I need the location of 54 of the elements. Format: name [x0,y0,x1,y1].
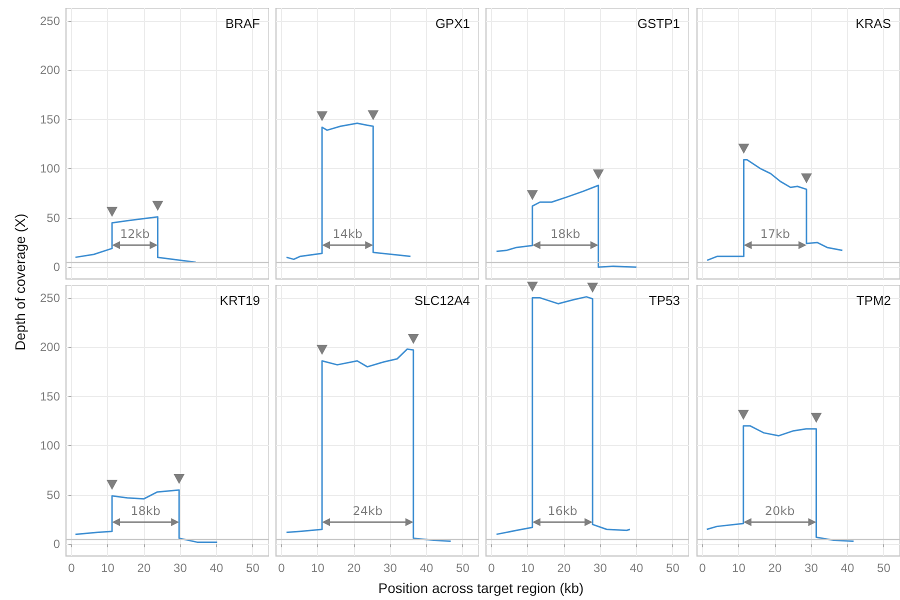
x-tick-label: 30 [384,561,398,575]
x-tick-label: 10 [521,561,535,575]
text: SLC12A4 [414,293,470,308]
x-tick-label: 20 [137,561,151,575]
annotation: 17kb [760,227,790,242]
y-tick-label: 200 [40,340,60,354]
x-tick-label: 0 [488,561,496,575]
x-tick-label: 30 [174,561,188,575]
x-axis-title: Position across target region (kb) [378,580,584,596]
y-tick-label: 250 [40,290,60,305]
x-tick-label: 30 [594,561,608,575]
x-tick-label: 30 [804,561,818,575]
x-tick-label: 40 [630,561,644,575]
y-tick-label: 100 [40,162,60,176]
x-tick-label: 50 [456,561,470,575]
y-tick-label: 100 [40,438,60,453]
text: GPX1 [435,16,470,31]
x-tick-label: 20 [768,561,782,575]
x-tick-label: 0 [68,561,76,575]
annotation: 24kb [352,504,383,518]
y-axis-title: Depth of coverage (X) [12,214,28,350]
x-tick-label: 50 [246,561,260,575]
x-tick-label: 20 [557,561,571,575]
x-tick-label: 40 [210,561,224,575]
y-tick-label: 200 [40,63,60,78]
annotation: 18kb [550,227,580,242]
text: TP53 [648,293,680,308]
text: KRAS [856,16,892,31]
x-tick-label: 40 [420,561,434,575]
x-tick-label: 50 [666,561,680,575]
x-tick-label: 10 [101,561,115,575]
annotation: 14kb [332,227,363,242]
x-tick-label: 20 [347,561,361,575]
annotation: 16kb [548,504,578,518]
x-tick-label: 0 [278,561,286,575]
y-tick-label: 150 [40,112,60,126]
annotation: 20kb [764,504,795,518]
x-tick-label: 0 [699,561,706,575]
x-tick-label: 10 [732,561,746,575]
text: BRAF [225,16,260,31]
x-tick-label: 10 [311,561,325,575]
y-tick-label: 50 [46,488,60,502]
y-tick-label: 150 [40,389,60,404]
y-tick-label: 250 [40,14,60,28]
y-tick-label: 50 [46,210,60,225]
text: TPM2 [856,293,891,308]
annotation: 12kb [120,227,150,242]
annotation: 18kb [130,504,160,518]
y-tick-label: 0 [53,260,60,274]
x-tick-label: 40 [840,561,854,575]
x-tick-label: 50 [877,561,891,575]
y-tick-label: 0 [53,537,60,552]
text: GSTP1 [637,16,680,31]
text: KRT19 [220,293,260,308]
